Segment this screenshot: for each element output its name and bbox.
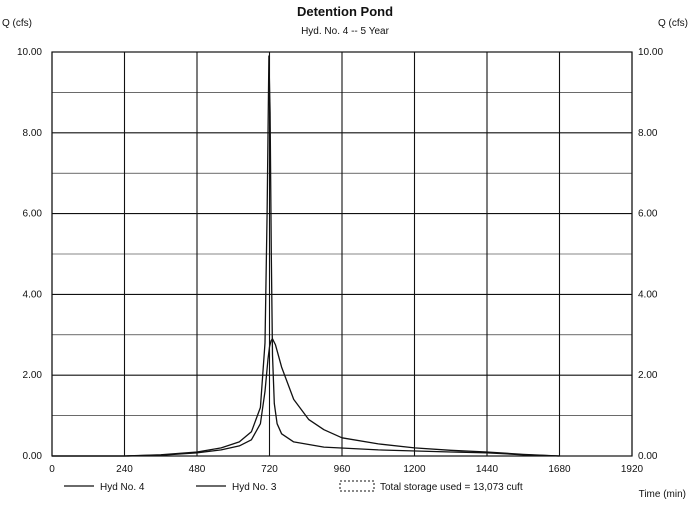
legend-label-hyd-3: Hyd No. 3 — [232, 482, 277, 493]
legend: Hyd No. 4 Hyd No. 3 Total storage used =… — [64, 480, 523, 493]
grid — [51, 51, 633, 457]
y-tick-label-left: 0.00 — [23, 451, 43, 462]
x-tick-label: 480 — [189, 464, 206, 475]
x-tick-label: 1680 — [548, 464, 571, 475]
x-axis-label: Time (min) — [639, 489, 686, 500]
y-tick-label-left: 6.00 — [23, 209, 43, 220]
series-line-hyd-3 — [52, 55, 560, 457]
y-tick-label-right: 6.00 — [638, 209, 658, 220]
x-tick-label: 1920 — [621, 464, 644, 475]
y-tick-label-left: 8.00 — [23, 128, 43, 139]
plot-frame — [51, 51, 633, 457]
x-tick-label: 1200 — [403, 464, 426, 475]
chart-subtitle: Hyd. No. 4 -- 5 Year — [301, 26, 389, 37]
y-tick-label-left: 10.00 — [17, 47, 42, 58]
y-tick-label-left: 4.00 — [23, 289, 43, 300]
y-tick-label-right: 2.00 — [638, 370, 658, 381]
legend-storage-label: Total storage used = 13,073 cuft — [380, 482, 523, 493]
y-tick-label-right: 10.00 — [638, 47, 663, 58]
tick-labels: 0 240 480 720 960 1200 1440 1680 1920 0.00 0.00 2.0… — [17, 47, 663, 475]
x-tick-label: 240 — [116, 464, 133, 475]
legend-storage-swatch — [339, 480, 375, 492]
series-line-hyd-4 — [52, 338, 560, 457]
x-tick-label: 720 — [261, 464, 278, 475]
series-layer — [52, 55, 560, 457]
x-tick-label: 1440 — [476, 464, 499, 475]
legend-label-hyd-4: Hyd No. 4 — [100, 482, 145, 493]
x-tick-label: 0 — [49, 464, 55, 475]
y-axis-label-left: Q (cfs) — [2, 18, 32, 29]
chart-title: Detention Pond — [297, 4, 393, 19]
y-axis-label-right: Q (cfs) — [658, 18, 688, 29]
x-tick-label: 960 — [334, 464, 351, 475]
y-tick-label-right: 8.00 — [638, 128, 658, 139]
y-tick-label-right: 0.00 — [638, 451, 658, 462]
y-tick-label-left: 2.00 — [23, 370, 43, 381]
y-tick-label-right: 4.00 — [638, 289, 658, 300]
